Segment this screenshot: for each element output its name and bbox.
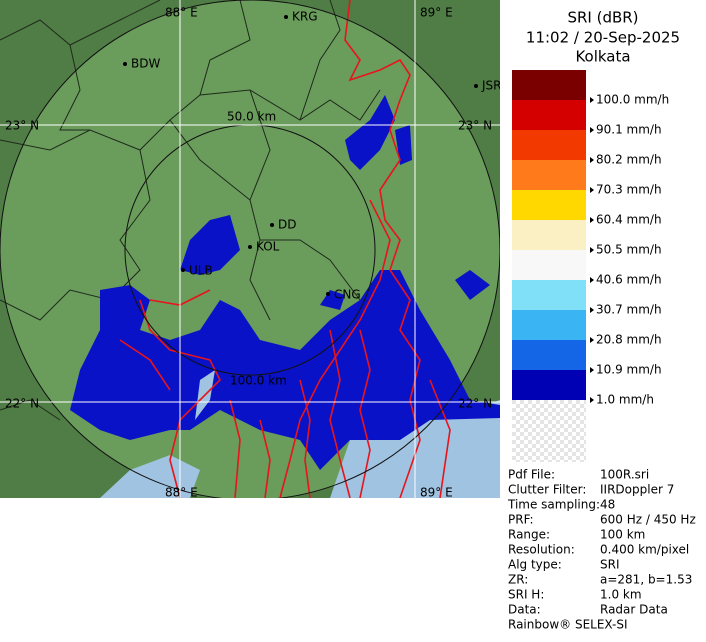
legend-swatch: [512, 340, 586, 370]
legend-label: 60.4 mm/h: [596, 213, 662, 227]
range-label: 100.0 km: [230, 374, 287, 388]
info-key: Rainbow® SELEX-SI: [508, 618, 628, 632]
info-panel: Pdf File: 100R.sri Clutter Filter: IIRDoppl…: [507, 468, 696, 632]
info-key: Time sampling:48: [507, 498, 615, 512]
sea: [100, 455, 200, 498]
info-value: 100R.sri: [600, 468, 649, 482]
city-label: KOL: [256, 240, 280, 254]
legend-swatch: [512, 250, 586, 280]
legend-label: 10.9 mm/h: [596, 363, 662, 377]
legend-swatch: [512, 370, 586, 400]
info-value: Radar Data: [600, 603, 668, 617]
legend-swatch: [512, 220, 586, 250]
legend-label: 40.6 mm/h: [596, 273, 662, 287]
legend-tick: [590, 307, 594, 313]
info-key: Clutter Filter:: [508, 483, 586, 497]
map-labels: 88° E 89° E 23° N 23° N 22° N 22° N 88° …: [5, 6, 502, 500]
borders: [0, 0, 381, 421]
graticule: [0, 0, 500, 498]
info-key: ZR:: [508, 573, 528, 587]
legend-tick: [590, 97, 594, 103]
legend-swatch: [512, 160, 586, 190]
legend-swatch: [512, 100, 586, 130]
city-label: JSR: [481, 79, 502, 93]
city-label: ULB: [189, 264, 213, 278]
grid-label: 88° E: [165, 486, 198, 500]
product-title: SRI (dBR): [567, 9, 638, 27]
city-label: BDW: [131, 57, 160, 71]
info-value: 0.400 km/pixel: [600, 543, 689, 557]
legend-label: 100.0 mm/h: [596, 93, 669, 107]
legend-label: 50.5 mm/h: [596, 243, 662, 257]
legend-tick: [590, 277, 594, 283]
info-value: 1.0 km: [600, 588, 642, 602]
legend-label: 30.7 mm/h: [596, 303, 662, 317]
grid-label: 23° N: [458, 119, 492, 133]
city-label: KRG: [292, 10, 318, 24]
rivers: [119, 0, 451, 498]
info-key: Pdf File:: [508, 468, 555, 482]
legend-tick: [590, 127, 594, 133]
legend-label: 80.2 mm/h: [596, 153, 662, 167]
site-name: Kolkata: [575, 48, 630, 66]
legend: 100.0 mm/h 90.1 mm/h 80.2 mm/h 70.3 mm/h 60.…: [512, 70, 669, 407]
legend-label: 70.3 mm/h: [596, 183, 662, 197]
range-label: 50.0 km: [227, 110, 276, 124]
legend-tick: [590, 157, 594, 163]
map: [0, 0, 500, 498]
legend-tick: [590, 337, 594, 343]
grid-label: 22° N: [5, 397, 39, 411]
legend-label: 90.1 mm/h: [596, 123, 662, 137]
info-value: 600 Hz / 450 Hz: [600, 513, 696, 527]
grid-label: 89° E: [420, 6, 453, 20]
info-value: 100 km: [600, 528, 645, 542]
legend-swatch: [512, 280, 586, 310]
legend-swatch: [512, 70, 586, 100]
city-label: CNG: [334, 288, 361, 302]
legend-tick: [590, 397, 594, 403]
info-key: Alg type:: [508, 558, 562, 572]
legend-swatch: [512, 130, 586, 160]
grid-label: 22° N: [458, 397, 492, 411]
legend-label: 20.8 mm/h: [596, 333, 662, 347]
legend-swatch: [512, 190, 586, 220]
grid-label: 88° E: [165, 6, 198, 20]
legend-tick: [590, 247, 594, 253]
info-value: a=281, b=1.53: [600, 573, 692, 587]
info-key: SRI H:: [508, 588, 544, 602]
info-key: Range:: [508, 528, 550, 542]
city-markers: [123, 15, 478, 296]
info-value: IIRDoppler 7: [600, 483, 674, 497]
timestamp: 11:02 / 20-Sep-2025: [526, 29, 680, 47]
info-key: Resolution:: [508, 543, 575, 557]
grid-label: 89° E: [420, 486, 453, 500]
legend-tick: [590, 217, 594, 223]
city-label: DD: [278, 218, 296, 232]
legend-tick: [590, 367, 594, 373]
info-value: SRI: [600, 558, 620, 572]
legend-tick: [590, 187, 594, 193]
legend-swatch: [512, 310, 586, 340]
info-key: Data:: [508, 603, 541, 617]
legend-label: 1.0 mm/h: [596, 393, 654, 407]
legend-empty: [512, 400, 586, 462]
info-key: PRF:: [508, 513, 534, 527]
grid-label: 23° N: [5, 119, 39, 133]
